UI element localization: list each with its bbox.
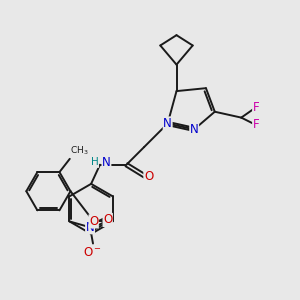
Text: F: F bbox=[253, 118, 259, 131]
Text: N: N bbox=[102, 156, 111, 169]
Text: O: O bbox=[89, 215, 98, 228]
Text: N: N bbox=[163, 117, 172, 130]
Text: O: O bbox=[144, 170, 153, 183]
Text: H: H bbox=[91, 158, 98, 167]
Text: O$^-$: O$^-$ bbox=[83, 246, 103, 260]
Text: CH$_3$: CH$_3$ bbox=[70, 145, 89, 158]
Text: O: O bbox=[103, 213, 112, 226]
Text: N: N bbox=[190, 123, 199, 136]
Text: N: N bbox=[86, 221, 94, 234]
Text: F: F bbox=[253, 101, 259, 114]
